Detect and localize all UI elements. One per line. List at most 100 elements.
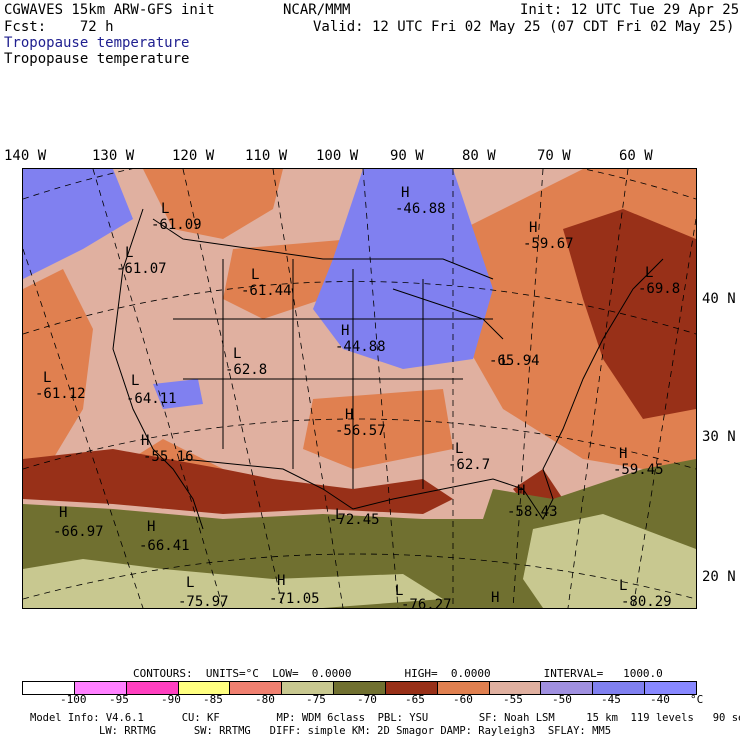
extremum-marker: L xyxy=(161,201,169,217)
extremum-marker: L xyxy=(645,265,653,281)
colorbar-swatch xyxy=(645,682,696,694)
us-mexico-gulf-coast xyxy=(182,458,444,510)
colorbar-unit: °C xyxy=(690,693,704,706)
extremum-value: -80.29 xyxy=(621,594,672,608)
extremum-value: -59.45 xyxy=(613,462,664,478)
forecast-hour: Fcst: 72 h xyxy=(4,19,114,35)
colorbar-swatch xyxy=(385,682,438,694)
extremum-value: -64.11 xyxy=(126,391,177,407)
extremum-marker: H xyxy=(529,220,537,236)
extremum-value: -72.45 xyxy=(329,512,380,528)
extremum-marker: H xyxy=(345,407,353,423)
extremum-marker: L xyxy=(619,578,627,594)
field-darkred-southern-band xyxy=(23,449,453,514)
extremum-marker: H xyxy=(341,323,349,339)
field-blue-northwest xyxy=(23,169,133,279)
extremum-marker: H xyxy=(401,185,409,201)
physics-info: LW: RRTMG SW: RRTMG DIFF: simple KM: 2D … xyxy=(99,725,612,737)
valid-time: Valid: 12 UTC Fri 02 May 25 (07 CDT Fri … xyxy=(313,19,735,35)
extremum-value: -44.88 xyxy=(335,339,386,355)
colorbar-label: -70 xyxy=(357,693,377,706)
field-orange-west xyxy=(23,269,93,469)
extremum-value: -59.67 xyxy=(523,236,574,252)
extremum-marker: L xyxy=(455,441,463,457)
extremum-marker: H xyxy=(619,446,627,462)
field-paleolive-caribbean xyxy=(523,514,696,608)
map-panel: H -46.88 L -61.09 L -61.07 H -59.67 L -6… xyxy=(22,168,697,609)
center-label: NCAR/MMM xyxy=(283,2,351,18)
extremum-value: -71.05 xyxy=(269,591,320,607)
field-orange-south-central xyxy=(303,389,453,469)
lat-label-30n: 30 N xyxy=(702,429,736,445)
extremum-value: -69.8 xyxy=(638,281,680,297)
colorbar-label: -85 xyxy=(203,693,223,706)
extremum-marker: H xyxy=(277,573,285,589)
colorbar-label: -50 xyxy=(552,693,572,706)
extremum-value: -61.12 xyxy=(35,386,86,402)
longitude-line xyxy=(23,248,144,608)
colorbar-swatch xyxy=(334,682,386,694)
extremum-value: -56.57 xyxy=(335,423,386,439)
extremum-value: -58.43 xyxy=(507,504,558,520)
boundaries xyxy=(112,208,664,530)
extremum-marker: H xyxy=(517,483,525,499)
longitude-line xyxy=(362,169,399,608)
colorbar-swatch xyxy=(74,682,127,694)
great-lakes-outline xyxy=(392,288,504,340)
lon-label-100w: 100 W xyxy=(316,148,359,164)
lon-label-70w: 70 W xyxy=(537,148,571,164)
east-coastline xyxy=(442,258,664,520)
model-title: CGWAVES 15km ARW-GFS init xyxy=(4,2,215,18)
extremum-marker: L xyxy=(186,575,194,591)
longitude-line xyxy=(272,169,344,608)
colorbar-swatch xyxy=(437,682,490,694)
extremum-marker: H xyxy=(141,433,149,449)
latitude-line xyxy=(23,281,696,335)
longitude-line xyxy=(567,169,629,608)
colorbar-swatch xyxy=(593,682,646,694)
tropopause-temperature-map: H -46.88 L -61.09 L -61.07 H -59.67 L -6… xyxy=(23,169,696,608)
colorbar-label: -75 xyxy=(306,693,326,706)
extremum-marker: L xyxy=(131,373,139,389)
extremum-marker: L xyxy=(501,353,509,369)
latitude-line xyxy=(23,169,696,200)
lon-label-110w: 110 W xyxy=(245,148,288,164)
lat-label-40n: 40 N xyxy=(702,291,736,307)
colorbar-label: -90 xyxy=(161,693,181,706)
extremum-value: -61.09 xyxy=(151,217,202,233)
extremum-marker: L xyxy=(233,346,241,362)
colorbar-label: -100 xyxy=(60,693,87,706)
extremum-value: -55.16 xyxy=(143,449,194,465)
colorbar xyxy=(22,681,697,695)
colorbar-swatch xyxy=(23,682,75,694)
colorbar-swatch xyxy=(489,682,542,694)
model-info: Model Info: V4.6.1 CU: KF MP: WDM 6class… xyxy=(30,712,740,724)
lon-label-80w: 80 W xyxy=(462,148,496,164)
lon-label-90w: 90 W xyxy=(390,148,424,164)
colorbar-label: -60 xyxy=(453,693,473,706)
extremum-marker: H xyxy=(147,519,155,535)
extremum-value: -61.07 xyxy=(116,261,167,277)
extremum-value: -62.8 xyxy=(225,362,267,378)
field-blue-nevada xyxy=(153,379,203,409)
colorbar-swatch xyxy=(230,682,283,694)
extremum-marker: L xyxy=(335,507,343,523)
lon-label-140w: 140 W xyxy=(4,148,47,164)
west-coastline xyxy=(112,208,204,530)
lon-label-130w: 130 W xyxy=(92,148,135,164)
colorbar-label: -45 xyxy=(601,693,621,706)
extremum-value: -62.7 xyxy=(448,457,490,473)
extremum-value: -61.44 xyxy=(241,283,292,299)
contours-info: CONTOURS: UNITS=°C LOW= 0.0000 HIGH= 0.0… xyxy=(133,667,663,680)
us-canada-border xyxy=(152,218,494,280)
colorbar-label: -80 xyxy=(255,693,275,706)
field-darkred-northeast xyxy=(563,209,696,419)
extremum-value: -65.94 xyxy=(489,353,540,369)
colorbar-label: -95 xyxy=(109,693,129,706)
lon-label-120w: 120 W xyxy=(172,148,215,164)
extremum-value: -66.41 xyxy=(139,538,190,554)
extremum-value: -75.97 xyxy=(178,594,229,608)
colorbar-swatch xyxy=(541,682,594,694)
extremum-value: -66.97 xyxy=(53,524,104,540)
colorbar-swatch xyxy=(126,682,179,694)
